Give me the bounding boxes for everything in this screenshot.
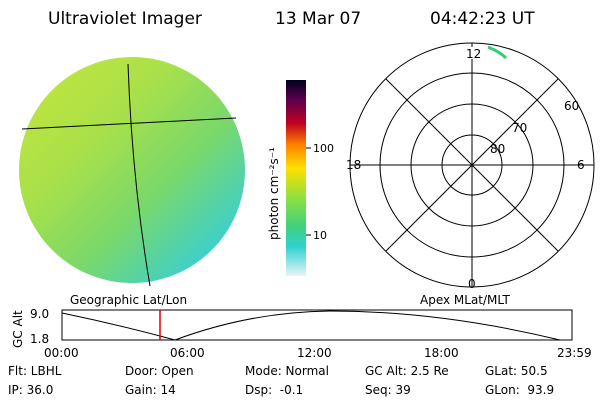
status-field: Seq: 39 xyxy=(365,383,411,397)
polar-ring-label: 80 xyxy=(490,142,505,156)
status-field: Mode: Normal xyxy=(245,364,329,378)
status-field: GC Alt: 2.5 Re xyxy=(365,364,449,378)
y-tick-label: 9.0 xyxy=(30,307,49,321)
status-field: GLon: 93.9 xyxy=(485,383,554,397)
status-field: Door: Open xyxy=(125,364,194,378)
polar-label: 6 xyxy=(577,158,585,172)
polar-label: 12 xyxy=(466,47,481,61)
polar-grid xyxy=(349,42,595,288)
status-block: Flt: LBHL Door: Open Mode: Normal GC Alt: 2… xyxy=(8,364,554,397)
timeline-box xyxy=(61,309,573,341)
polar-ring-label: 60 xyxy=(564,99,579,113)
polar-ring-label: 70 xyxy=(512,121,527,135)
latitude-line xyxy=(21,117,237,130)
timeline-label: Geographic Lat/Lon xyxy=(70,293,187,307)
status-field: GLat: 50.5 xyxy=(485,364,548,378)
title: Ultraviolet Imager xyxy=(48,9,202,29)
x-tick-label: 18:00 xyxy=(424,346,459,360)
status-field: IP: 36.0 xyxy=(8,383,53,397)
x-tick-label: 23:59 xyxy=(557,346,592,360)
aurora-trace xyxy=(487,45,508,60)
x-tick-label: 00:00 xyxy=(44,346,79,360)
y-axis-label: GC Alt xyxy=(11,310,25,348)
time: 04:42:23 UT xyxy=(430,9,535,29)
x-tick-label: 12:00 xyxy=(297,346,332,360)
status-field: Flt: LBHL xyxy=(8,364,62,378)
uv-image xyxy=(19,57,245,283)
longitude-line xyxy=(127,63,151,287)
timeline-label: Apex MLat/MLT xyxy=(420,293,510,307)
colorbar-tick-label: 10 xyxy=(313,229,327,242)
status-field: Dsp: -0.1 xyxy=(245,383,303,397)
label-bg xyxy=(464,47,480,59)
y-tick-label: 1.8 xyxy=(30,332,49,346)
colorbar-label: photon cm⁻²s⁻¹ xyxy=(267,147,281,240)
polar-label: 0 xyxy=(468,277,476,291)
colorbar-tick-label: 100 xyxy=(313,142,334,155)
altitude-curve xyxy=(61,310,561,341)
date: 13 Mar 07 xyxy=(275,9,361,29)
polar-label: 18 xyxy=(346,158,361,172)
status-field: Gain: 14 xyxy=(125,383,176,397)
colorbar xyxy=(286,80,306,276)
x-tick-label: 06:00 xyxy=(170,346,205,360)
